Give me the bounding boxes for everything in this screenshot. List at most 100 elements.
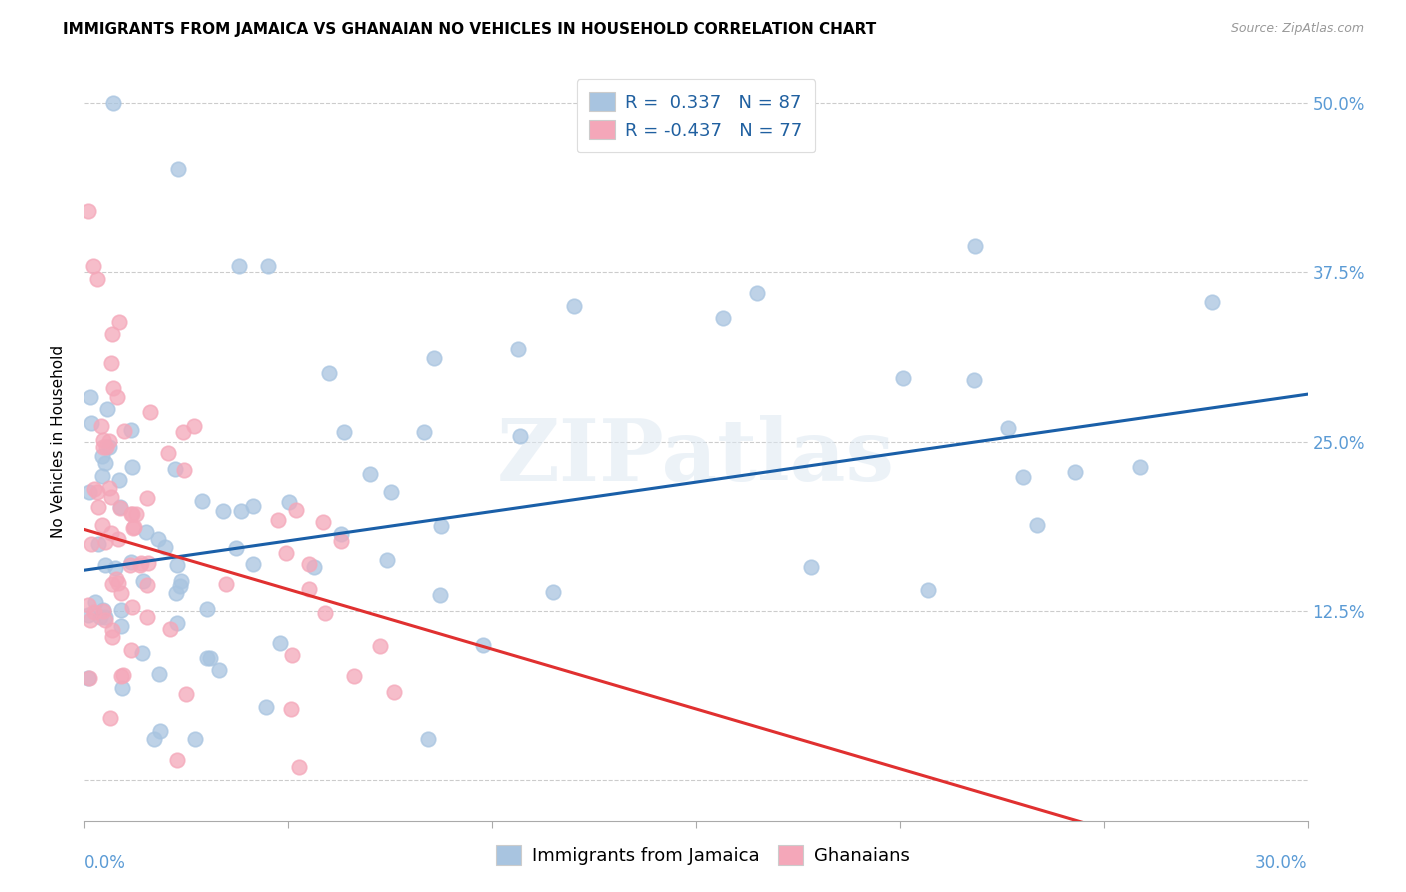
Point (108, 315, 131, 329)
Point (382, 685, 405, 699)
Point (965, 238, 987, 252)
Point (110, 586, 132, 600)
Point (298, 557, 321, 571)
Point (100, 326, 122, 341)
Point (173, 463, 195, 477)
Point (169, 579, 191, 593)
Point (280, 702, 302, 716)
Point (256, 700, 278, 714)
Point (89, 610, 111, 624)
Point (121, 599, 143, 614)
Y-axis label: No Vehicles in Household: No Vehicles in Household (51, 345, 66, 538)
Point (172, 425, 194, 439)
Point (86, 536, 108, 550)
Point (183, 418, 205, 433)
Point (412, 425, 434, 440)
Point (101, 623, 124, 637)
Point (136, 577, 159, 591)
Point (79, 537, 101, 551)
Point (83, 482, 105, 496)
Point (195, 602, 218, 616)
Point (96, 402, 118, 417)
Point (146, 533, 169, 547)
Legend: Immigrants from Jamaica, Ghanaians: Immigrants from Jamaica, Ghanaians (486, 836, 920, 874)
Point (242, 558, 264, 572)
Point (139, 405, 162, 419)
Point (343, 669, 366, 683)
Point (891, 370, 914, 384)
Point (747, 285, 769, 300)
Text: 30.0%: 30.0% (1256, 855, 1308, 872)
Point (100, 356, 122, 370)
Point (429, 588, 451, 602)
Legend: R =  0.337   N = 87, R = -0.437   N = 77: R = 0.337 N = 87, R = -0.437 N = 77 (576, 79, 815, 153)
Point (107, 532, 129, 546)
Point (91, 517, 114, 532)
Point (97, 440, 120, 454)
Point (711, 311, 734, 326)
Point (111, 667, 134, 681)
Point (94, 558, 117, 572)
Point (105, 572, 128, 586)
Point (120, 507, 142, 521)
Point (1012, 470, 1035, 484)
Point (1064, 465, 1087, 479)
Point (94, 613, 117, 627)
Point (231, 504, 253, 518)
Point (91, 440, 114, 454)
Point (287, 760, 309, 774)
Point (121, 460, 143, 475)
Point (77, 608, 100, 623)
Text: ZIPatlas: ZIPatlas (496, 415, 896, 499)
Point (112, 424, 135, 438)
Point (122, 520, 145, 534)
Point (108, 473, 131, 487)
Point (211, 504, 233, 518)
Point (93, 604, 115, 618)
Point (166, 615, 188, 630)
Point (368, 639, 391, 653)
Point (963, 373, 986, 387)
Point (110, 619, 132, 633)
Point (228, 259, 250, 273)
Point (101, 630, 124, 644)
Point (110, 668, 132, 682)
Point (79, 614, 101, 628)
Point (77, 599, 100, 613)
Point (77, 485, 100, 500)
Point (165, 585, 187, 599)
Point (302, 560, 325, 574)
Point (430, 518, 453, 533)
Point (82, 259, 104, 273)
Point (131, 646, 153, 660)
Point (86, 272, 108, 286)
Point (278, 494, 301, 508)
Point (80, 416, 103, 430)
Point (90, 469, 112, 483)
Point (377, 553, 399, 567)
Point (83, 595, 105, 609)
Point (297, 582, 319, 597)
Point (104, 561, 127, 575)
Point (143, 732, 166, 747)
Point (329, 527, 352, 541)
Point (98, 481, 121, 495)
Point (541, 585, 564, 599)
Point (166, 558, 188, 573)
Point (163, 462, 186, 476)
Point (101, 96, 124, 111)
Point (90, 449, 112, 463)
Point (107, 576, 129, 591)
Point (101, 381, 124, 395)
Point (184, 732, 207, 747)
Point (93, 603, 115, 617)
Point (96, 440, 118, 454)
Point (198, 651, 221, 665)
Point (174, 687, 197, 701)
Point (77, 671, 100, 685)
Point (100, 525, 122, 540)
Point (111, 681, 134, 695)
Point (125, 507, 148, 521)
Point (166, 753, 188, 767)
Point (917, 582, 939, 597)
